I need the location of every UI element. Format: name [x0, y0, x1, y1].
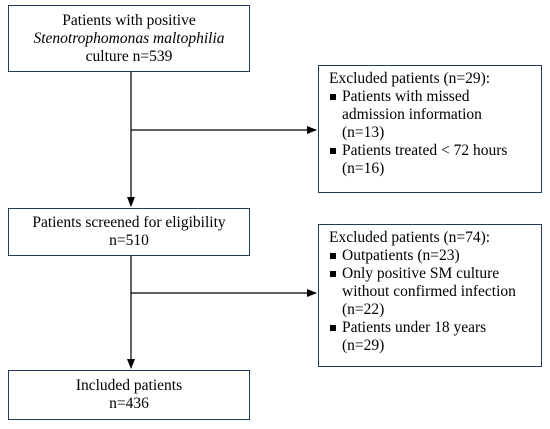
start-count: culture n=539 — [85, 48, 173, 65]
exclusion-box-2: Excluded patients (n=74): Outpatients (n… — [318, 224, 542, 367]
start-line-1: Patients with positive — [62, 12, 196, 29]
start-box: Patients with positive Stenotrophomonas … — [8, 5, 250, 72]
included-box: Included patients n=436 — [8, 370, 250, 420]
exclusion-2-item-3-line-1: Patients under 18 years — [342, 319, 487, 336]
exclusion-2-title: Excluded patients (n=74): — [329, 229, 491, 246]
exclusion-1-item: Patients with missed admission informati… — [329, 88, 533, 142]
exclusion-1-title: Excluded patients (n=29): — [329, 70, 491, 87]
screened-box: Patients screened for eligibility n=510 — [8, 208, 250, 256]
bullet-square-icon — [330, 94, 336, 100]
organism-name: Stenotrophomonas maltophilia — [33, 30, 225, 47]
exclusion-2-item-3-line-2: (n=29) — [342, 337, 385, 354]
exclusion-1-item-1-line-3: (n=13) — [342, 124, 385, 141]
exclusion-1-item-2-line-2: (n=16) — [342, 160, 385, 177]
exclusion-2-item-2-line-3: (n=22) — [342, 301, 385, 318]
included-label: Included patients — [75, 377, 183, 394]
included-count: n=436 — [109, 395, 149, 412]
exclusion-2-item: Only positive SM culture without confirm… — [329, 265, 533, 319]
exclusion-1-item-1-line-2: admission information — [342, 106, 482, 123]
bullet-square-icon — [330, 253, 336, 259]
exclusion-2-item-1-line-1: Outpatients (n=23) — [342, 247, 460, 264]
screened-label: Patients screened for eligibility — [32, 214, 226, 231]
bullet-square-icon — [330, 148, 336, 154]
exclusion-2-item: Outpatients (n=23) — [329, 247, 533, 265]
exclusion-1-item: Patients treated < 72 hours (n=16) — [329, 142, 533, 178]
exclusion-box-1: Excluded patients (n=29): Patients with … — [318, 65, 542, 193]
exclusion-2-item: Patients under 18 years (n=29) — [329, 319, 533, 355]
exclusion-2-item-2-line-2: without confirmed infection — [342, 283, 516, 300]
bullet-square-icon — [330, 271, 336, 277]
screened-count: n=510 — [109, 232, 149, 249]
bullet-square-icon — [330, 325, 336, 331]
exclusion-2-item-2-line-1: Only positive SM culture — [342, 265, 500, 282]
exclusion-1-item-2-line-1: Patients treated < 72 hours — [342, 142, 508, 159]
exclusion-1-item-1-line-1: Patients with missed — [342, 88, 470, 105]
